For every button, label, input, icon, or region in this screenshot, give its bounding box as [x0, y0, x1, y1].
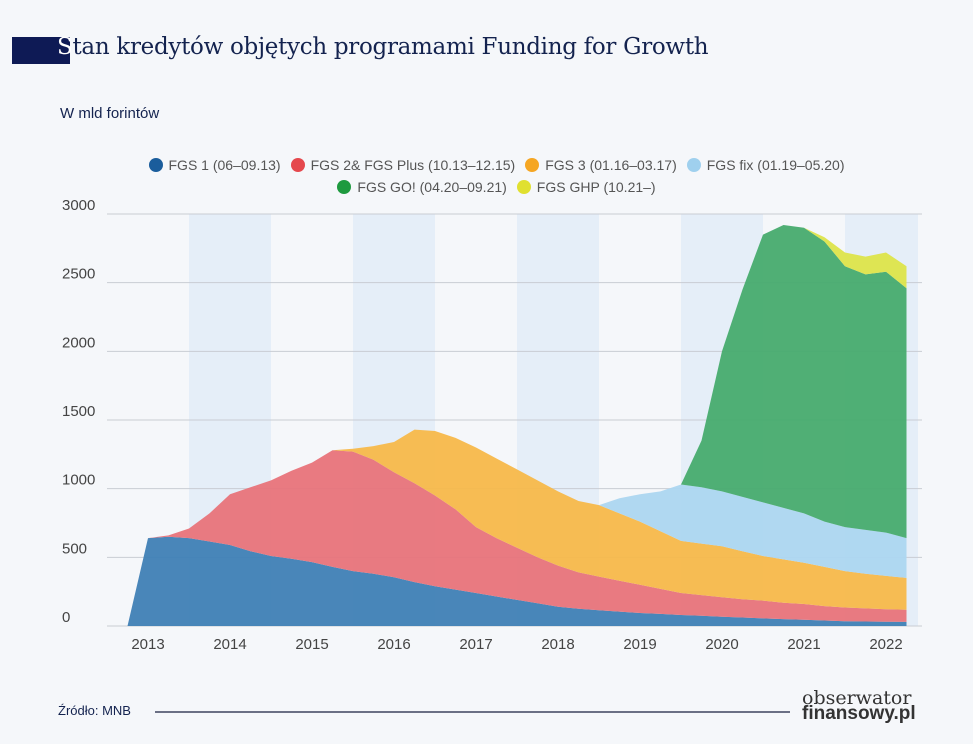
legend-label: FGS 3 (01.16–03.17): [545, 157, 677, 173]
x-tick-label: 2014: [213, 636, 246, 653]
x-tick-label: 2016: [377, 636, 410, 653]
legend-color-dot: [290, 158, 305, 172]
y-tick-label: 2500: [62, 266, 95, 283]
area-series-2: [127, 429, 907, 626]
x-tick-label: 2017: [459, 636, 492, 653]
legend-color-dot: [148, 158, 163, 172]
legend-label: FGS 2& FGS Plus (10.13–12.15): [310, 157, 516, 173]
x-tick-label: 2022: [869, 636, 902, 653]
legend: FGS 1 (06–09.13) FGS 2& FGS Plus (10.13–1…: [0, 154, 973, 198]
y-axis-unit-label: W mld forintów: [60, 105, 160, 122]
y-tick-label: 500: [62, 540, 87, 557]
legend-label: FGS 1 (06–09.13): [168, 157, 281, 173]
legend-label: FGS GHP (10.21–): [536, 179, 656, 195]
title-first-letter: S: [57, 34, 73, 60]
x-tick-label: 2013: [131, 636, 164, 653]
legend-color-dot: [337, 180, 352, 194]
footer-divider: [155, 711, 790, 713]
x-tick-label: 2020: [705, 636, 738, 653]
legend-item: FGS fix (01.19–05.20): [686, 154, 845, 176]
x-tick-label: 2021: [787, 636, 820, 653]
y-tick-label: 0: [62, 609, 70, 626]
legend-item: FGS 1 (06–09.13): [148, 154, 281, 176]
chart-title: Stan kredytów objętych programami Fundin…: [57, 34, 709, 60]
legend-row: FGS 1 (06–09.13) FGS 2& FGS Plus (10.13–1…: [0, 154, 973, 176]
x-tick-label: 2015: [295, 636, 328, 653]
publisher-logo: obserwator finansowy.pl: [802, 687, 916, 724]
x-tick-label: 2019: [623, 636, 656, 653]
legend-row: FGS GO! (04.20–09.21) FGS GHP (10.21–): [0, 176, 973, 198]
y-tick-label: 1000: [62, 472, 95, 489]
logo-line-1: obserwator: [802, 687, 912, 709]
legend-color-dot: [686, 158, 701, 172]
title-accent-block: [12, 37, 70, 64]
area-series-4: [127, 225, 907, 626]
y-tick-label: 3000: [62, 197, 95, 214]
y-tick-label: 2000: [62, 334, 95, 351]
legend-item: FGS GO! (04.20–09.21): [337, 176, 507, 198]
source-label: Źródło: MNB: [58, 703, 131, 718]
area-series-3: [127, 429, 907, 626]
legend-label: FGS fix (01.19–05.20): [706, 157, 845, 173]
legend-color-dot: [516, 180, 531, 194]
title-rest: tan kredytów objętych programami Funding…: [72, 34, 709, 60]
x-tick-label: 2018: [541, 636, 574, 653]
legend-item: FGS 3 (01.16–03.17): [525, 154, 677, 176]
area-series-0: [127, 536, 907, 626]
legend-item: FGS 2& FGS Plus (10.13–12.15): [290, 154, 516, 176]
legend-color-dot: [525, 158, 540, 172]
legend-item: FGS GHP (10.21–): [516, 176, 656, 198]
y-tick-label: 1500: [62, 403, 95, 420]
area-series-1: [127, 450, 907, 626]
legend-label: FGS GO! (04.20–09.21): [357, 179, 507, 195]
logo-line-2: finansowy.pl: [802, 703, 916, 724]
